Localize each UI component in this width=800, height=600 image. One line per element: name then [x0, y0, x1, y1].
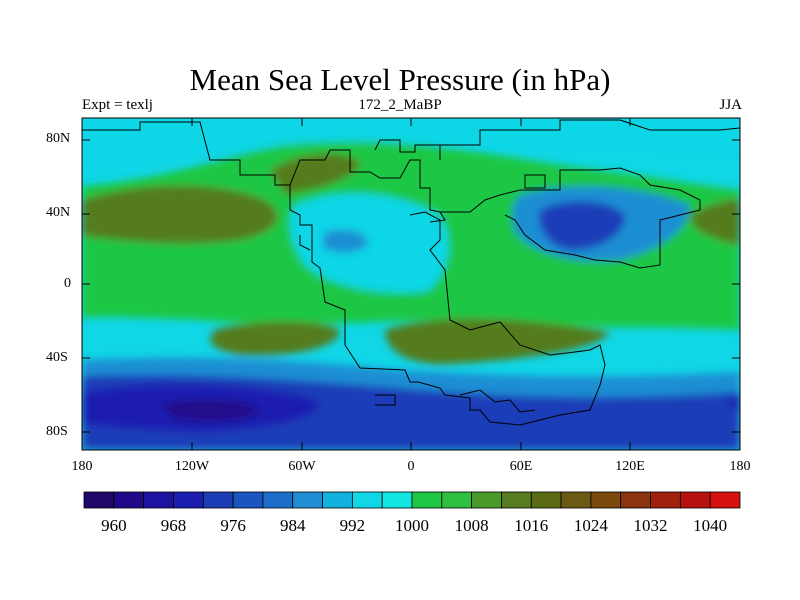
season-label: JJA [719, 97, 742, 113]
colorbar-box [590, 491, 622, 509]
colorbar-box [113, 491, 145, 509]
experiment-label: Expt = texlj [82, 97, 153, 113]
colorbar-label: 960 [101, 516, 127, 535]
coast-lake [524, 174, 546, 189]
colorbar-box [650, 491, 681, 509]
coast-east-continent [440, 167, 701, 269]
continental-low-core [322, 229, 369, 253]
ytick-40s: 40S [46, 350, 68, 365]
xtick-180w: 180 [71, 459, 93, 474]
colorbar-box [709, 491, 741, 509]
ytick-40n: 40N [46, 205, 71, 220]
north-pacific-high [690, 199, 740, 245]
continental-low [289, 193, 449, 293]
xtick-180e: 180 [729, 459, 751, 474]
colorbar-label: 1040 [693, 516, 728, 535]
coast-southern-island [375, 394, 396, 406]
pressure-field [82, 118, 740, 450]
coast-inlet [299, 235, 311, 251]
coast-north-shelf [289, 149, 446, 223]
coast-arctic-islands [374, 139, 441, 160]
colorbar [83, 491, 741, 509]
colorbar-box [411, 491, 443, 509]
colorbar-label: 992 [339, 516, 366, 535]
north-atlantic-high [82, 185, 278, 244]
south-high-east [385, 318, 610, 365]
colorbar-box [501, 491, 532, 509]
chart-title: Mean Sea Level Pressure (in hPa) [189, 62, 611, 97]
colorbar-box [471, 491, 502, 509]
colorbar-label: 984 [279, 516, 306, 535]
time-label: 172_2_MaBP [358, 97, 442, 113]
colorbar-box [232, 491, 264, 509]
north-mid-high [270, 153, 360, 194]
coast-south-continent [409, 211, 606, 426]
xtick-0: 0 [407, 459, 415, 474]
xtick-60w: 60W [288, 459, 316, 474]
coast-southern-shelf [459, 389, 536, 413]
colorbar-label: 1032 [633, 516, 668, 535]
colorbar-box [351, 491, 383, 509]
colorbar-label: 976 [220, 516, 246, 535]
south-high-west [210, 321, 340, 356]
colorbar-box [381, 491, 413, 509]
colorbar-box [679, 491, 711, 509]
colorbar-box [262, 491, 294, 509]
coast-arctic-east [440, 119, 740, 146]
xtick-120e: 120E [615, 459, 645, 474]
colorbar-box [620, 491, 651, 509]
colorbar-label: 1000 [395, 516, 429, 535]
north-cyan [82, 118, 740, 178]
ytick-80s: 80S [46, 424, 68, 439]
colorbar-label: 1008 [454, 516, 489, 535]
southern-deepest-low [160, 399, 262, 422]
ytick-0: 0 [64, 276, 71, 291]
colorbar-box [173, 491, 204, 509]
southern-edge-low [730, 394, 740, 412]
colorbar-label: 968 [160, 516, 187, 535]
colorbar-box [322, 491, 353, 509]
colorbar-label: 1016 [514, 516, 549, 535]
axis-ticks [82, 118, 740, 450]
xtick-120w: 120W [174, 459, 210, 474]
coast-west-continent [82, 121, 418, 383]
coastlines [82, 119, 740, 426]
colorbar-box [441, 491, 473, 509]
colorbar-box [530, 491, 562, 509]
colorbar-box [143, 491, 174, 509]
colorbar-box [560, 491, 592, 509]
ytick-80n: 80N [46, 131, 71, 146]
colorbar-box [83, 491, 115, 509]
xtick-60e: 60E [509, 459, 533, 474]
colorbar-box [292, 491, 323, 509]
colorbar-box [202, 491, 234, 509]
east-low-core [539, 201, 625, 250]
colorbar-label: 1024 [573, 516, 608, 535]
